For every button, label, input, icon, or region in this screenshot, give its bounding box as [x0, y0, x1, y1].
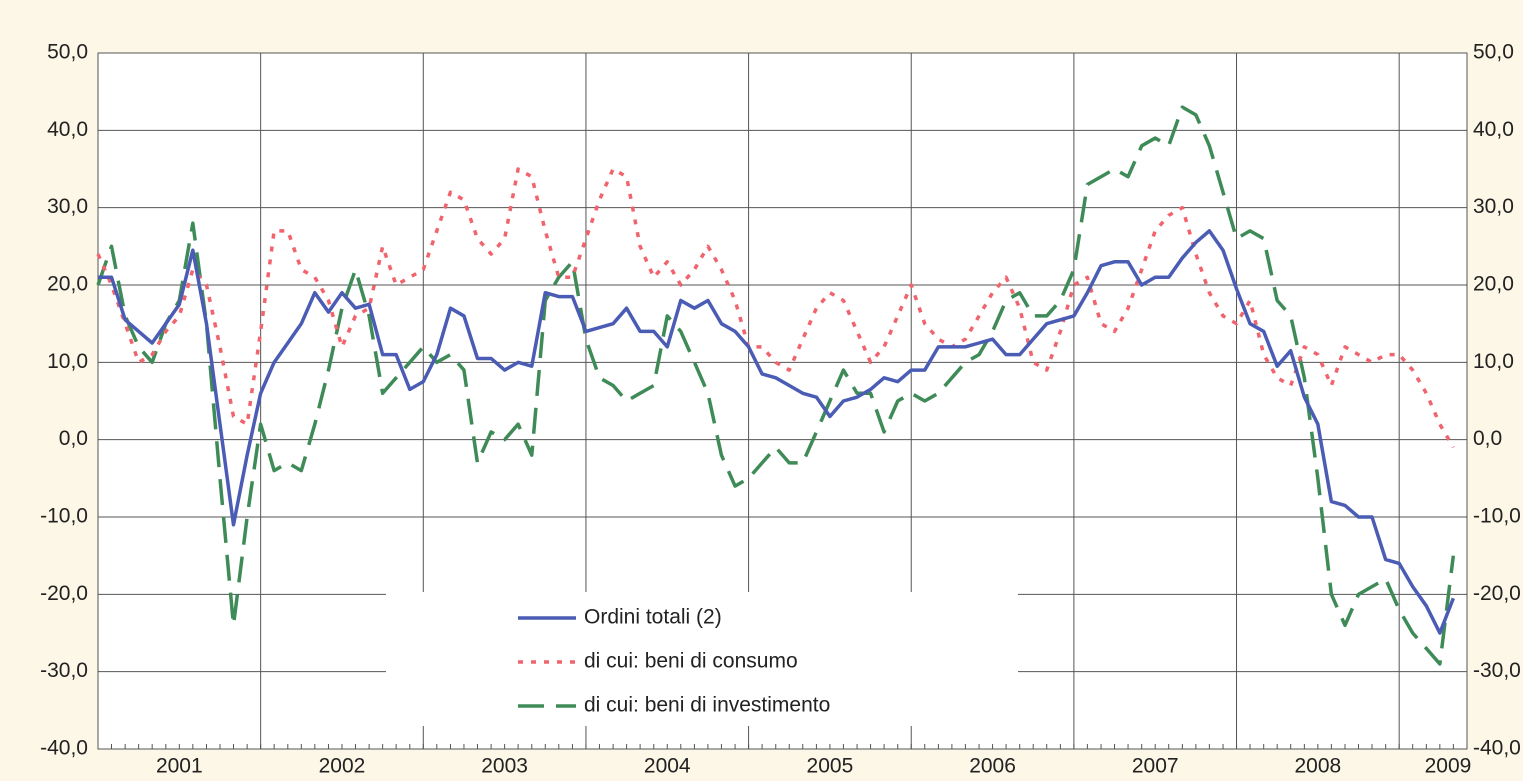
x-tick-label: 2002: [319, 755, 366, 778]
y-tick-label: 50,0: [47, 41, 88, 64]
y-tick-label: 20,0: [47, 273, 88, 296]
x-tick-label: 2006: [969, 755, 1016, 778]
legend-box: [386, 592, 1018, 726]
x-tick-label: 2001: [156, 755, 203, 778]
legend: Ordini totali (2) di cui: beni di consumo…: [386, 592, 1018, 726]
y-tick-label: -10,0: [40, 505, 88, 528]
y2-tick-label: -30,0: [1473, 659, 1521, 682]
y2-tick-label: 40,0: [1473, 118, 1514, 141]
x-tick-label: 2007: [1132, 755, 1179, 778]
y2-tick-label: 0,0: [1473, 427, 1502, 450]
x-tick-label: 2003: [481, 755, 528, 778]
y-tick-label: 10,0: [47, 350, 88, 373]
y2-tick-label: -40,0: [1473, 737, 1521, 760]
x-tick-label: 2005: [807, 755, 854, 778]
y-tick-label: 0,0: [59, 427, 88, 450]
series-line: [96, 167, 1455, 449]
y-tick-label: -30,0: [40, 659, 88, 682]
x-tick-label: 2009: [1425, 755, 1472, 778]
legend-label: di cui: beni di investimento: [584, 694, 830, 717]
y2-tick-label: 50,0: [1473, 41, 1514, 64]
series-line: [98, 229, 1455, 635]
y2-tick-label: -20,0: [1473, 582, 1521, 605]
y-tick-label: 30,0: [47, 195, 88, 218]
x-tick-label: 2008: [1294, 755, 1341, 778]
y2-tick-label: -10,0: [1473, 505, 1521, 528]
y2-tick-label: 10,0: [1473, 350, 1514, 373]
y-tick-label: -40,0: [40, 737, 88, 760]
series-line: [96, 105, 1456, 666]
y-tick-label: 40,0: [47, 118, 88, 141]
y2-tick-label: 20,0: [1473, 273, 1514, 296]
legend-label: Ordini totali (2): [584, 606, 722, 629]
y2-tick-label: 30,0: [1473, 195, 1514, 218]
legend-label: di cui: beni di consumo: [584, 650, 798, 673]
x-tick-label: 2004: [644, 755, 691, 778]
y-tick-label: -20,0: [40, 582, 88, 605]
